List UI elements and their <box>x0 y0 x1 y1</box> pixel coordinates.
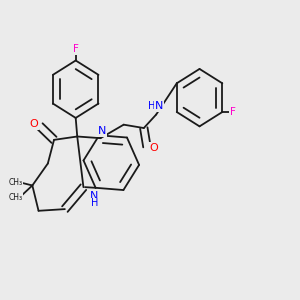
Text: O: O <box>29 119 38 129</box>
Text: F: F <box>73 44 79 54</box>
Text: N: N <box>90 190 98 201</box>
Text: O: O <box>149 143 158 153</box>
Text: CH₃: CH₃ <box>8 193 22 202</box>
Text: N: N <box>98 126 106 136</box>
Text: H: H <box>91 198 98 208</box>
Text: N: N <box>155 101 164 111</box>
Text: F: F <box>230 107 236 117</box>
Text: H: H <box>148 101 155 111</box>
Text: CH₃: CH₃ <box>8 178 22 187</box>
